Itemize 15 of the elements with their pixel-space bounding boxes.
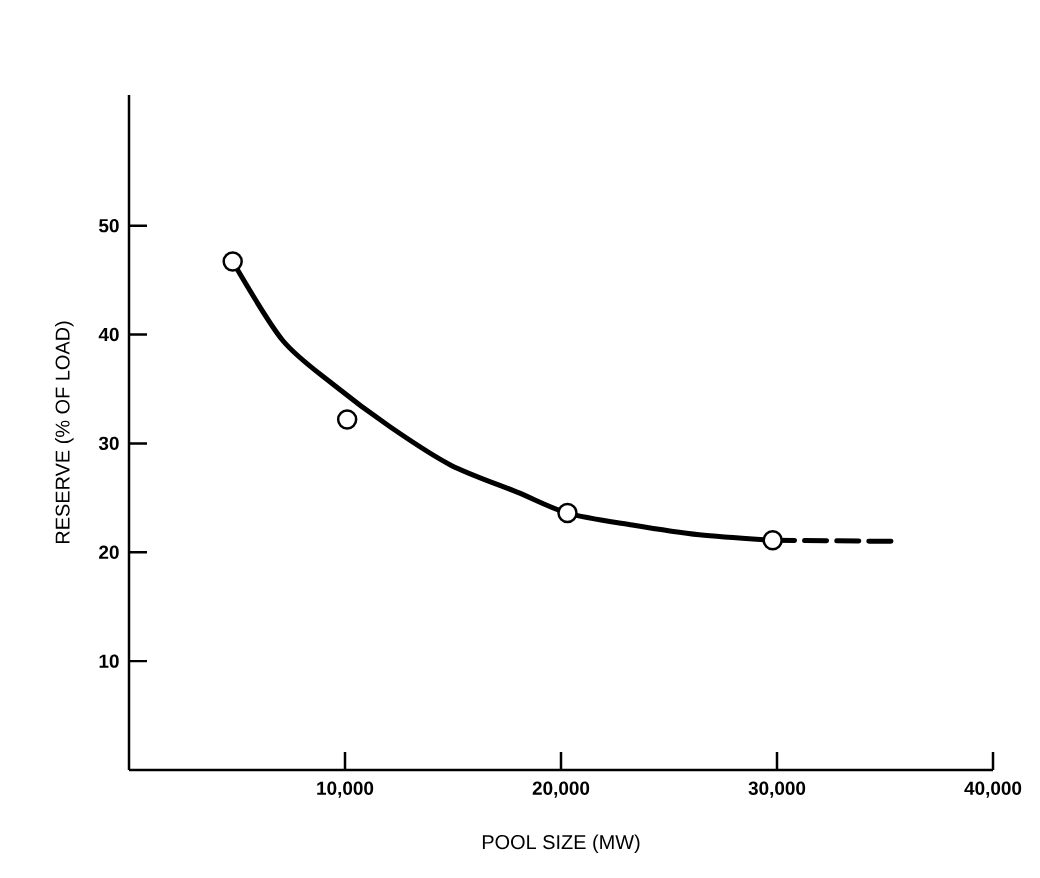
y-tick-label: 30 bbox=[98, 436, 119, 451]
point bbox=[762, 530, 783, 551]
point bbox=[336, 409, 358, 430]
point bbox=[557, 502, 578, 524]
x-axis-title: POOL SIZE (MW) bbox=[482, 834, 640, 854]
y-tick-label: 20 bbox=[99, 545, 119, 559]
x-tick-label: 10,000 bbox=[317, 781, 374, 798]
y-tick-label: 50 bbox=[99, 218, 119, 233]
y-tick-label: 10 bbox=[99, 654, 119, 668]
x-tick-label: 30,000 bbox=[748, 781, 806, 798]
x-tick-label: 40,000 bbox=[964, 781, 1022, 798]
y-tick-label: 40 bbox=[98, 327, 119, 342]
point bbox=[222, 251, 243, 272]
x-tick-label: 20,000 bbox=[532, 781, 590, 798]
y-axis-title: RESERVE (% OF LOAD) bbox=[55, 321, 74, 544]
